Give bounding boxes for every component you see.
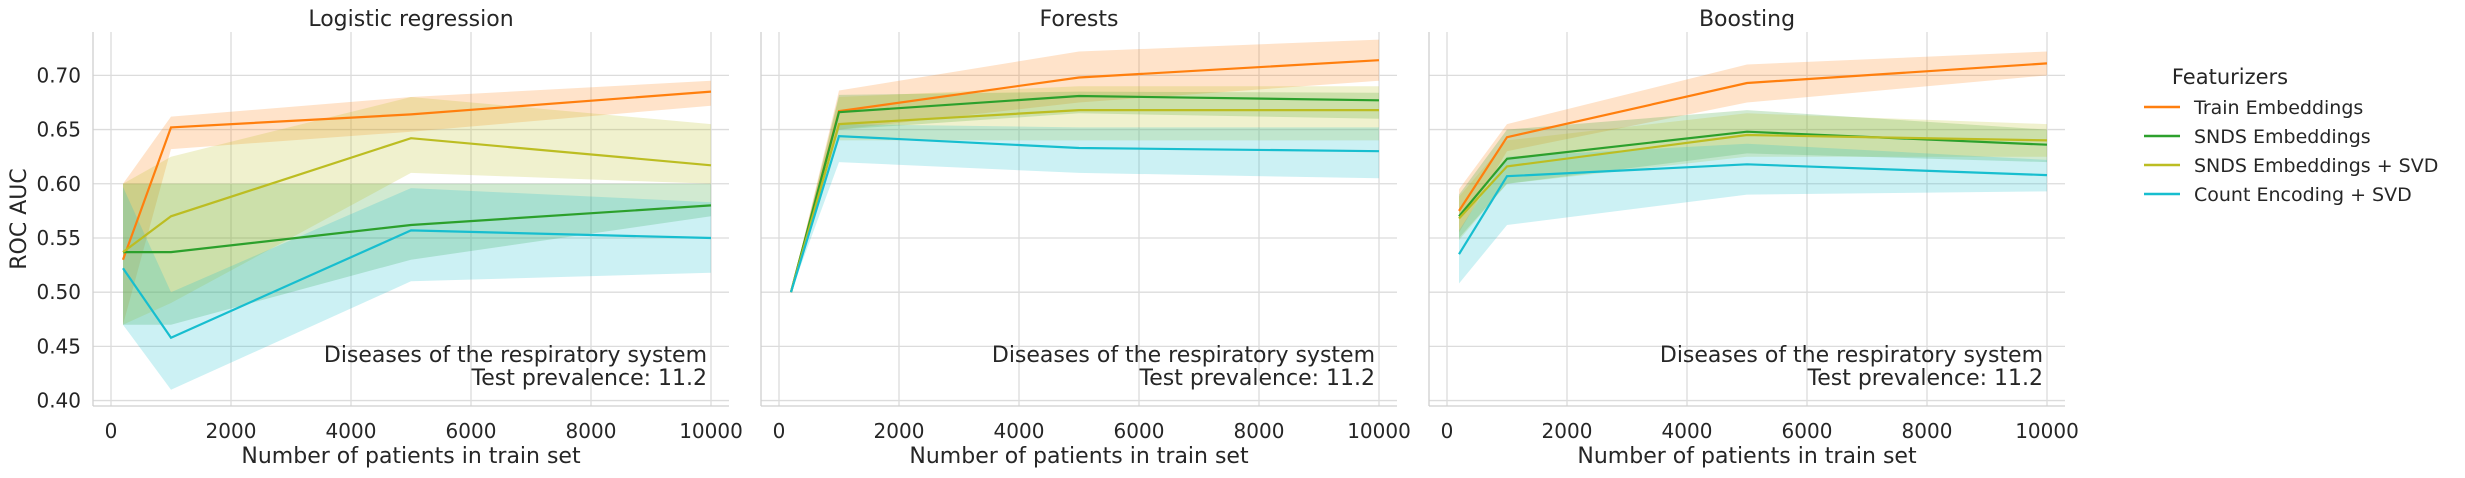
x-tick-label: 6000 <box>1114 419 1165 443</box>
legend-item-snds-embeddings: SNDS Embeddings <box>2144 126 2371 148</box>
grid <box>761 32 1397 406</box>
panel-forests: 0 2000 4000 6000 8000 10000 Forests Number of p… <box>760 7 1411 469</box>
x-axis-label: Number of patients in train set <box>909 444 1249 469</box>
panel-title: Forests <box>1040 7 1119 32</box>
line-snds-embeddings-svd <box>122 137 712 253</box>
x-tick-label: 10000 <box>2015 419 2079 443</box>
band-count-encoding-svd <box>1459 143 2047 284</box>
panel-logistic-regression: 0 2000 4000 6000 8000 10000 0.40 0.45 0.50 0.55 0.… <box>7 7 743 469</box>
panel-annotation: Test prevalence: 11.2 <box>1807 366 2044 391</box>
band-snds-embeddings <box>123 183 711 325</box>
y-tick-label: 0.40 <box>36 389 81 413</box>
band-count-encoding-svd <box>123 187 711 390</box>
panel-annotation: Test prevalence: 11.2 <box>1139 366 1376 391</box>
band-train-embeddings <box>123 80 711 325</box>
x-tick-label: 2000 <box>874 419 925 443</box>
panel-title: Logistic regression <box>308 7 513 32</box>
x-tick-label: 0 <box>1441 419 1454 443</box>
series-lines <box>1458 62 2048 255</box>
x-axis-label: Number of patients in train set <box>241 444 581 469</box>
panel-annotation: Diseases of the respiratory system <box>992 343 1375 368</box>
legend-label: Count Encoding + SVD <box>2194 184 2412 206</box>
line-snds-embeddings-svd <box>789 108 1379 293</box>
confidence-bands <box>1459 51 2047 284</box>
x-tick-label: 8000 <box>1902 419 1953 443</box>
panel-boosting: 0 2000 4000 6000 8000 10000 Boosting Number of … <box>1428 7 2079 469</box>
panel-annotation: Test prevalence: 11.2 <box>471 366 708 391</box>
legend-items: Train Embeddings SNDS Embeddings SNDS Embe… <box>2144 97 2438 206</box>
band-snds-embeddings-svd <box>1459 113 2047 241</box>
facet-panels: 0 2000 4000 6000 8000 10000 0.40 0.45 0.50 0.55 0.… <box>7 7 2079 469</box>
legend-title: Featurizers <box>2172 65 2288 89</box>
panel-annotation: Diseases of the respiratory system <box>1660 343 2043 368</box>
band-train-embeddings <box>1459 51 2047 233</box>
x-tick-label: 8000 <box>1234 419 1285 443</box>
confidence-bands <box>123 80 711 390</box>
line-train-embeddings <box>121 90 712 261</box>
x-tick-label: 6000 <box>1782 419 1833 443</box>
band-train-embeddings <box>791 39 1379 293</box>
legend-label: Train Embeddings <box>2193 97 2363 119</box>
y-tick-label: 0.65 <box>36 118 81 142</box>
x-tick-label: 10000 <box>679 419 743 443</box>
y-tick-label: 0.70 <box>36 63 81 87</box>
x-tick-label: 0 <box>105 419 118 443</box>
band-snds-embeddings-svd <box>123 97 711 325</box>
grid <box>93 32 729 406</box>
band-snds-embeddings-svd <box>791 86 1379 293</box>
legend: Featurizers Train Embeddings SNDS Embeddi… <box>2144 65 2438 206</box>
y-tick-label: 0.50 <box>36 280 81 304</box>
x-tick-label: 0 <box>773 419 786 443</box>
x-tick-label: 8000 <box>566 419 617 443</box>
line-train-embeddings <box>1458 62 2048 212</box>
x-tick-label: 4000 <box>326 419 377 443</box>
line-snds-embeddings <box>123 204 712 254</box>
x-tick-label: 2000 <box>206 419 257 443</box>
legend-label: SNDS Embeddings + SVD <box>2194 155 2438 177</box>
x-tick-label: 10000 <box>1347 419 1411 443</box>
series-lines <box>121 90 712 340</box>
x-tick-label: 6000 <box>446 419 497 443</box>
panel-annotation: Diseases of the respiratory system <box>324 343 707 368</box>
band-snds-embeddings <box>1459 110 2047 238</box>
legend-item-train-embeddings: Train Embeddings <box>2144 97 2363 119</box>
x-tick-label: 4000 <box>994 419 1045 443</box>
band-count-encoding-svd <box>791 124 1379 293</box>
legend-label: SNDS Embeddings <box>2194 126 2371 148</box>
y-tick-label: 0.60 <box>36 172 81 196</box>
x-tick-label: 2000 <box>1542 419 1593 443</box>
y-axis-label: ROC AUC <box>7 168 32 269</box>
line-snds-embeddings <box>789 94 1380 293</box>
y-tick-label: 0.55 <box>36 226 81 250</box>
line-snds-embeddings-svd <box>1458 133 2048 220</box>
legend-item-snds-embeddings-svd: SNDS Embeddings + SVD <box>2144 155 2438 177</box>
y-tick-label: 0.45 <box>36 334 81 358</box>
x-tick-label: 4000 <box>1662 419 1713 443</box>
panel-title: Boosting <box>1699 7 1795 32</box>
grid <box>1429 32 2065 406</box>
line-count-encoding-svd <box>1458 163 2048 255</box>
legend-item-count-encoding-svd: Count Encoding + SVD <box>2144 184 2412 206</box>
series-lines <box>789 59 1380 293</box>
x-axis-label: Number of patients in train set <box>1577 444 1917 469</box>
line-count-encoding-svd <box>789 134 1380 293</box>
line-count-encoding-svd <box>122 229 712 340</box>
